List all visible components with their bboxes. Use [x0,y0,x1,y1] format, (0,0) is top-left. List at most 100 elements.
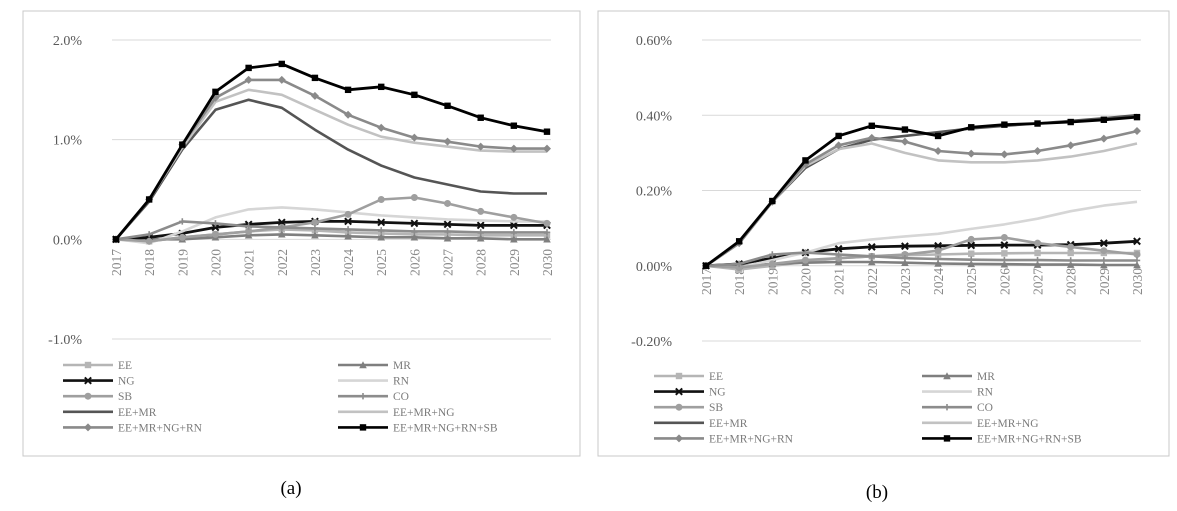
point-a-mr-13 [543,235,551,243]
point-a-mr-11 [476,234,485,242]
point-a-sb-10 [444,199,452,207]
x-tick-label-b-6: 2023 [898,268,913,295]
series-line-a-mr [116,233,547,241]
point-b-ng-8 [967,241,976,250]
x-tick-label-b-13: 2030 [1130,268,1145,295]
point-a-sb-13 [543,219,551,227]
x-tick-label-a-3: 2020 [208,249,223,276]
legend-label-a-ee-mr-ng-rn-sb: EE+MR+NG+RN+SB [393,422,498,434]
y-tick-label-a-1: 0.0% [53,233,83,248]
point-a-ee-mr-ng-rn-5 [277,75,286,84]
x-tick-label-b-1: 2018 [732,268,747,295]
series-line-a-ng [115,219,547,241]
y-tick-label-b-1: 0.00% [636,260,673,275]
point-a-sb-12 [510,213,518,221]
x-tick-label-a-10: 2027 [441,249,456,276]
legend-marker-b-ee-mr-ng-rn-sb [943,435,951,442]
point-b-ee-mr-ng-rn-6 [900,137,909,146]
point-a-sb-11 [477,207,485,215]
point-b-mr-12 [1100,261,1108,269]
point-b-ee-mr-ng-rn-sb-2 [769,197,776,205]
legend-marker-b-sb [675,403,683,411]
point-a-ee-mr-ng-rn-sb-0 [112,236,120,243]
x-tick-label-a-8: 2025 [374,249,389,276]
legend-marker-b-ee-mr-ng-rn [675,434,683,443]
point-b-ng-9 [1000,241,1009,249]
point-b-sb-12 [1100,247,1108,255]
point-b-ee-mr-ng-rn-sb-8 [968,124,975,131]
point-a-co-2 [179,218,186,225]
point-a-sb-7 [344,210,352,218]
legend-label-a-ee-mr: EE+MR [118,407,157,419]
point-b-mr-11 [1066,260,1075,268]
point-a-sb-8 [377,195,385,203]
series-b-ee-mr-ng-rn-sb [702,113,1141,269]
point-b-mr-10 [1033,260,1042,268]
point-b-sb-3 [801,256,809,264]
series-line-a-sb [115,196,548,243]
series-line-a-ee-mr-ng-rn-sb [114,62,548,241]
legend-label-a-rn: RN [393,376,410,388]
point-a-ee-mr-ng-rn-8 [377,123,386,132]
point-a-ee-mr-ng-rn-4 [244,75,253,84]
x-tick-label-b-12: 2029 [1097,268,1112,295]
x-tick-label-a-1: 2018 [142,249,157,276]
series-b-rn [705,200,1138,269]
point-b-ee-mr-ng-rn-sb-5 [868,122,875,129]
series-line-b-ee [705,251,1137,271]
point-b-mr-9 [1000,260,1009,268]
point-b-ee-11 [1067,249,1074,257]
point-a-ee-mr-ng-rn-sb-10 [444,102,451,109]
series-line-a-ee-mr [115,98,547,241]
point-a-ee-mr-ng-rn-9 [410,133,419,142]
point-a-sb-9 [410,193,418,201]
point-a-co-3 [212,220,219,227]
panel-label-a: (a) [280,478,301,499]
point-b-ee-mr-ng-rn-sb-0 [702,262,710,269]
point-a-ng-5 [277,218,286,227]
point-b-ee-mr-ng-rn-13 [1133,127,1141,136]
point-b-co-12 [1100,257,1108,264]
legend-label-b-rn: RN [977,387,994,399]
x-tick-label-a-6: 2023 [308,249,323,276]
legend-label-a-sb: SB [118,391,132,403]
legend-marker-a-co [359,393,367,400]
point-a-co-9 [411,228,418,235]
point-b-sb-10 [1034,239,1042,247]
series-a-co [112,218,551,243]
series-a-ee-mr-ng [115,88,547,241]
point-b-sb-6 [901,250,909,258]
point-b-co-4 [835,251,842,258]
point-a-ee-mr-ng-rn-7 [344,110,353,119]
y-tick-label-a-2: 1.0% [53,134,83,149]
legend-label-b-ee-mr: EE+MR [709,418,748,430]
legend-label-a-ee: EE [118,360,132,372]
series-line-a-co [115,220,547,241]
point-b-co-5 [868,253,875,260]
point-b-sb-2 [768,260,776,268]
point-b-mr-5 [867,258,876,266]
series-a-ee-mr-ng-rn-sb [112,60,551,243]
point-b-co-7 [934,255,942,263]
point-b-mr-7 [934,259,942,267]
panel-label-b: (b) [866,482,888,503]
point-a-mr-12 [510,235,518,243]
legend-a: EE MR NG RN SB CO EE+MR EE+MR+NG EE+MR+NG+RN EE+M… [63,360,498,434]
point-b-mr-6 [901,258,909,266]
point-a-ee-mr-ng-rn-sb-13 [543,128,551,135]
point-a-co-6 [311,225,319,232]
x-tick-label-a-4: 2021 [242,249,257,276]
y-tick-label-b-2: 0.20% [636,185,673,200]
point-a-ng-12 [509,221,518,230]
point-a-ee-mr-ng-rn-sb-4 [245,64,252,72]
x-tick-label-b-0: 2017 [699,268,714,295]
point-b-co-10 [1034,256,1041,264]
series-a-ee-mr [115,98,547,241]
point-a-co-10 [444,228,451,235]
legend-label-a-mr: MR [393,360,411,372]
point-b-ee-mr-ng-rn-sb-9 [1001,121,1008,128]
point-b-mr-8 [967,260,976,268]
point-b-ee-mr-ng-rn-10 [1033,146,1042,155]
point-a-ee-mr-ng-rn-sb-3 [212,88,219,96]
